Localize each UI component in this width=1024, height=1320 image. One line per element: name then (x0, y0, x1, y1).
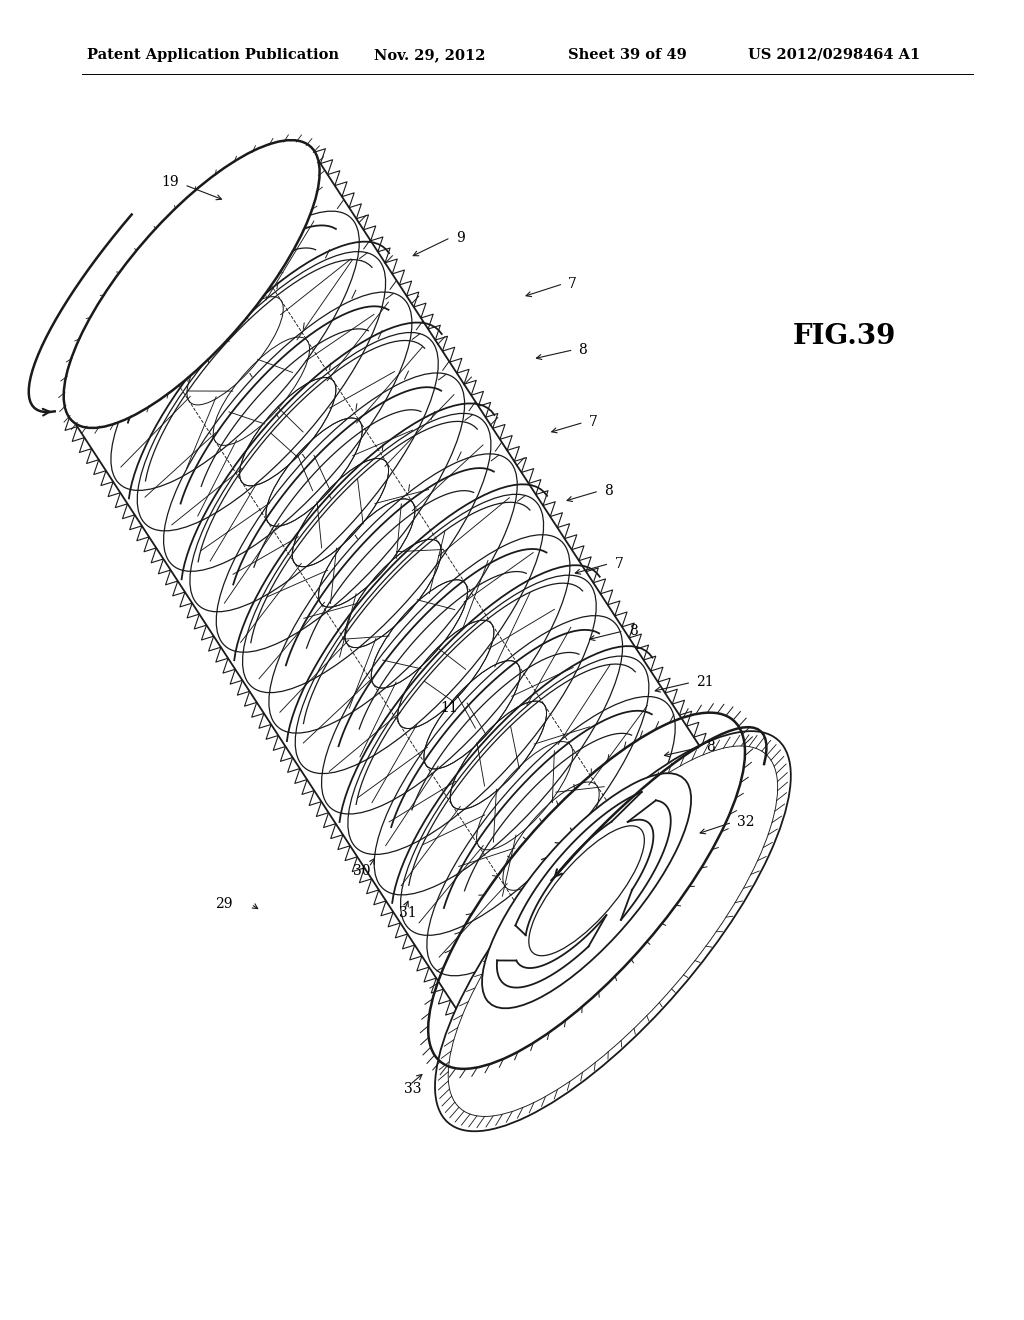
Text: 8: 8 (707, 741, 716, 754)
Text: 30: 30 (353, 865, 371, 878)
Text: Sheet 39 of 49: Sheet 39 of 49 (568, 48, 687, 62)
Text: Patent Application Publication: Patent Application Publication (87, 48, 339, 62)
Text: US 2012/0298464 A1: US 2012/0298464 A1 (748, 48, 920, 62)
Text: 9: 9 (456, 231, 465, 244)
Text: 11: 11 (440, 701, 458, 714)
Text: 8: 8 (579, 343, 588, 356)
Text: 7: 7 (568, 277, 578, 290)
Text: 29: 29 (215, 898, 232, 911)
Ellipse shape (449, 746, 777, 1117)
Ellipse shape (528, 826, 644, 956)
Text: 31: 31 (399, 907, 417, 920)
Text: 19: 19 (162, 176, 179, 189)
Ellipse shape (63, 140, 319, 428)
Ellipse shape (435, 731, 791, 1131)
Ellipse shape (482, 774, 691, 1008)
Text: 8: 8 (629, 624, 638, 638)
Text: 7: 7 (614, 557, 624, 570)
Text: 33: 33 (404, 1082, 422, 1096)
Text: 8: 8 (604, 484, 613, 498)
Text: Nov. 29, 2012: Nov. 29, 2012 (374, 48, 485, 62)
Text: FIG.39: FIG.39 (794, 323, 896, 350)
Text: 32: 32 (737, 816, 755, 829)
Text: 7: 7 (589, 416, 598, 429)
Text: 21: 21 (696, 676, 714, 689)
